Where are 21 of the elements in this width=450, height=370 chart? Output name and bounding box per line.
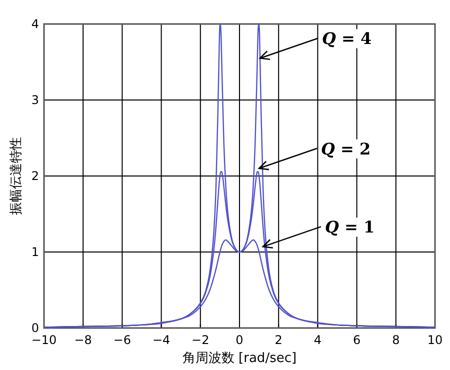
annotation: Q = 2 [321,139,371,158]
annotation: Q = 4 [322,29,372,48]
y-tick-label: 3 [31,93,39,107]
y-tick-label: 0 [31,321,39,335]
annotation: Q = 1 [324,218,375,237]
x-tick-label: 10 [427,333,443,347]
x-tick-label: −6 [113,333,132,347]
x-tick-label: 8 [392,333,400,347]
y-tick-label: 1 [31,245,39,259]
y-axis-title: 振幅伝達特性 [9,137,24,215]
x-tick-label: −4 [152,333,170,347]
x-tick-label: 4 [314,333,322,347]
x-tick-label: −8 [74,333,92,347]
x-axis-title: 角周波数 [rad/sec] [182,351,297,366]
x-tick-label: 2 [274,333,282,347]
y-tick-label: 4 [31,17,39,31]
x-tick-label: 6 [352,333,361,347]
x-tick-label: 0 [236,333,244,347]
x-tick-label: −2 [192,333,210,347]
y-tick-label: 2 [31,169,39,183]
x-tick-label: −10 [31,333,57,347]
